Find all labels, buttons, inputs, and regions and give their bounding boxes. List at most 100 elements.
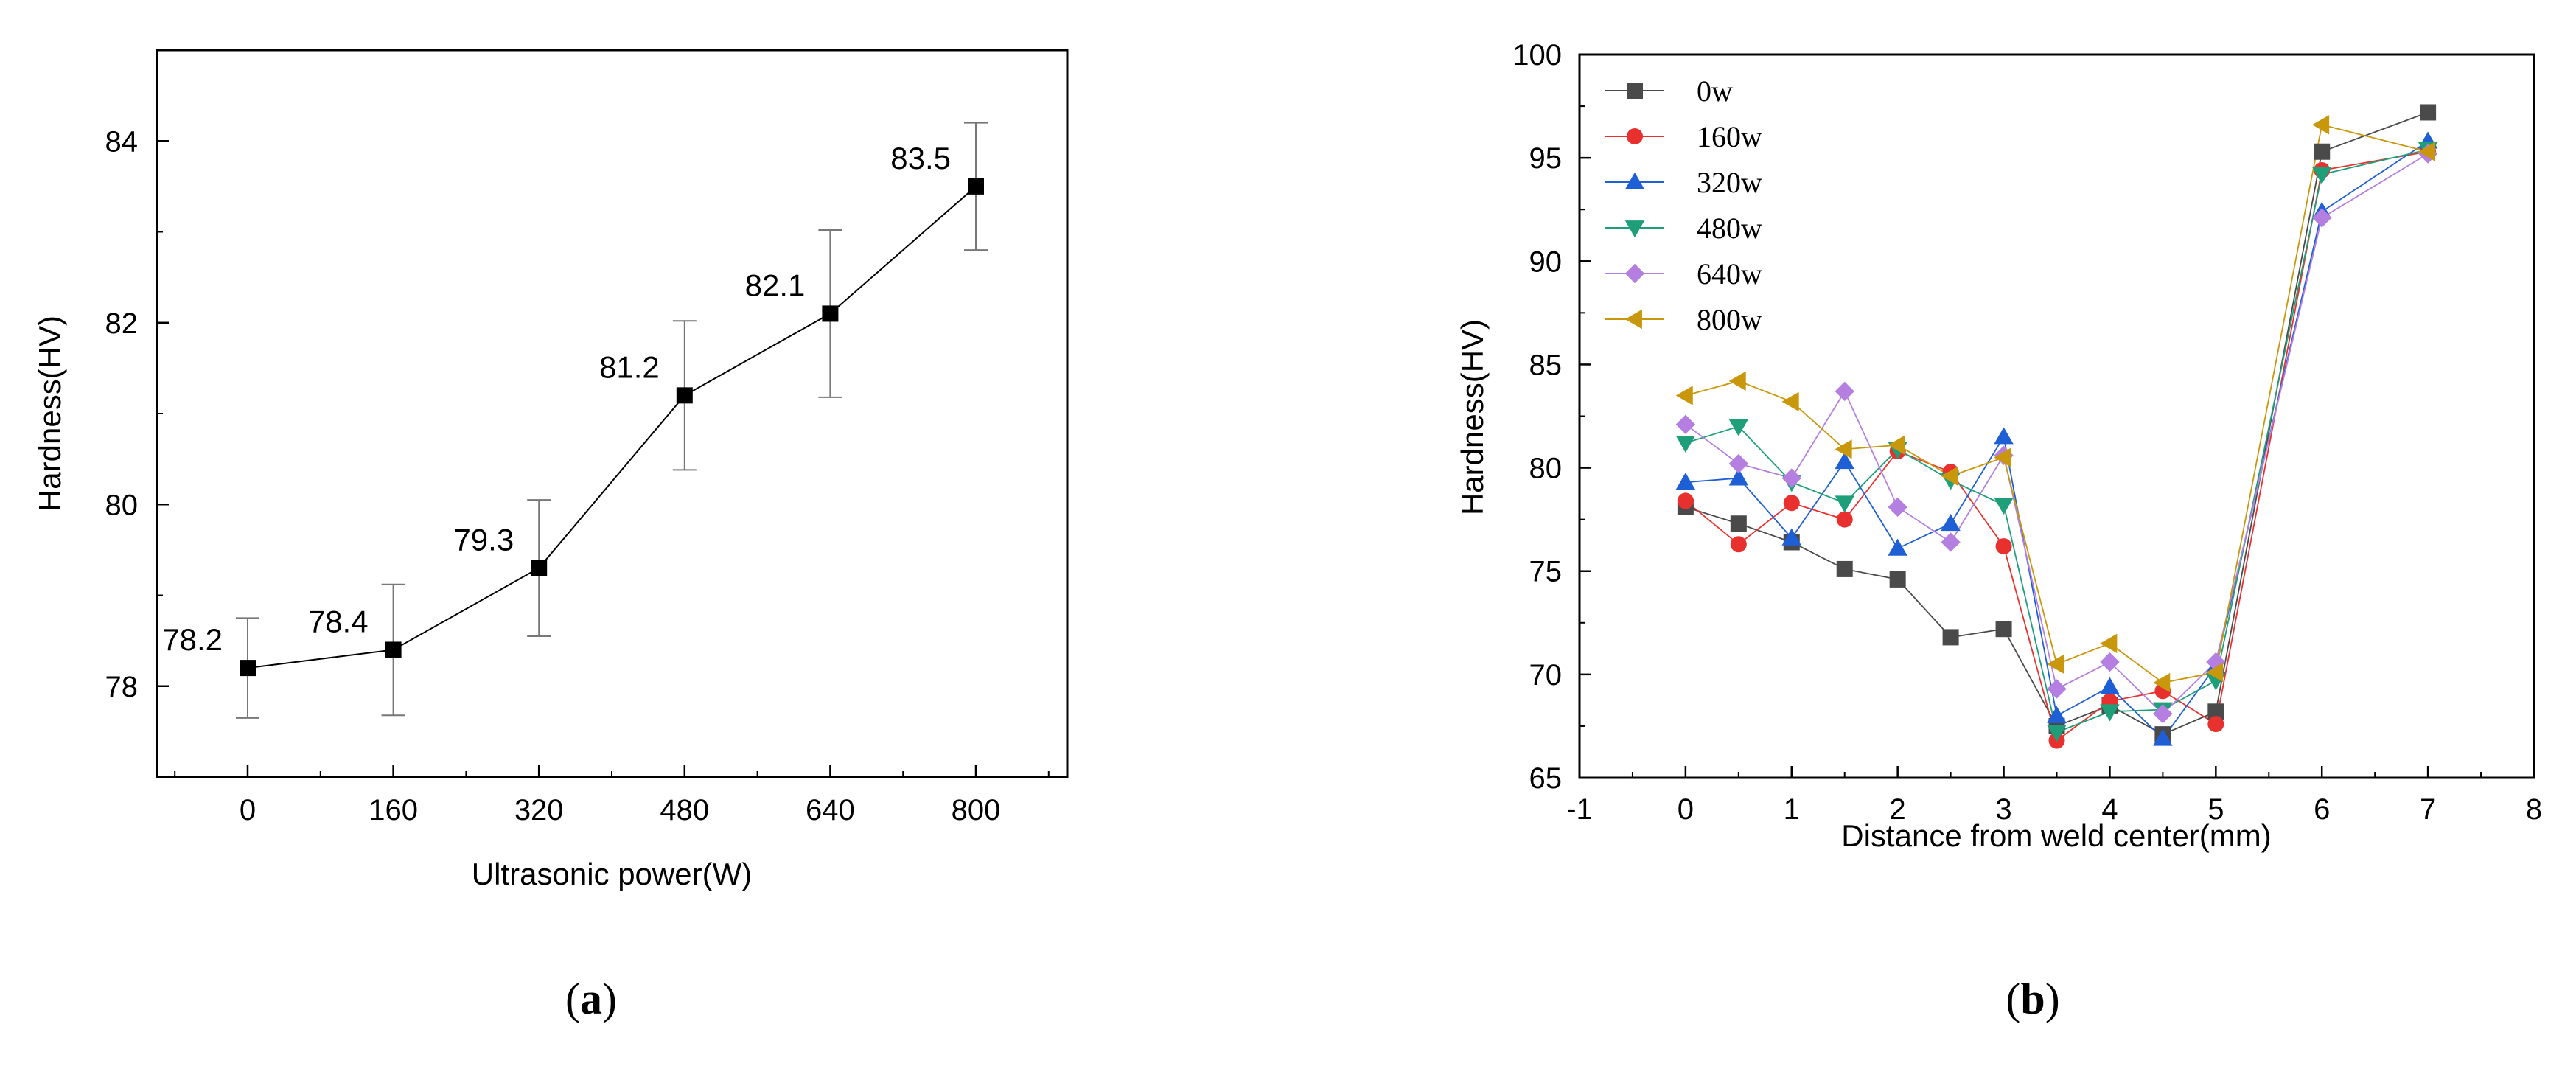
panel-a-markers [240,178,984,677]
panel-b-series-lines [1685,111,2429,742]
panel-a-data-label: 81.2 [599,349,660,384]
panel-a-series-path [247,186,977,669]
legend-marker-800w [1624,309,1642,330]
legend-item-640w: 640w [1605,257,1762,290]
data-point-800w [2312,115,2330,135]
data-point-480w [1835,495,1854,513]
data-point-0w [1995,621,2012,638]
panel-a-y-tick-label: 80 [105,489,139,521]
data-point-160w [1836,511,1853,528]
data-point-640w [1835,381,1854,402]
panel-a-data-point [385,641,402,658]
panel-b-y-tick-label: 80 [1529,453,1563,485]
data-point-800w [2206,662,2224,683]
panel-b-legend: 0w 160w 320w 480w 640w 800w [1605,74,1762,336]
series-line-320w [1685,140,2429,740]
panel-a-y-axis-title: Hardness(HV) [32,316,67,512]
legend-label-640w: 640w [1697,257,1762,290]
panel-a-series-line [247,186,977,669]
panel-b-x-tick-label: -1 [1566,793,1593,826]
data-point-480w [2047,725,2067,742]
panel-a-x-axis-title: Ultrasonic power(W) [472,857,752,891]
data-point-800w [1888,435,1905,455]
panel-a: 0 160 320 480 640 800 78 80 82 84 78.2 78.4 79.3 81… [32,49,1069,1023]
panel-b: -1 0 1 2 3 4 5 6 7 8 65 70 75 80 85 90 95 100 0w 160w 320w… [1455,39,2542,1023]
data-point-0w [1836,560,1853,577]
panel-b-x-tick-label: 4 [2101,793,2118,826]
panel-b-x-tick-label: 1 [1784,793,1800,826]
data-point-480w [2100,704,2120,722]
data-point-320w [2153,728,2173,746]
panel-b-x-ticks: -1 0 1 2 3 4 5 6 7 8 [1566,766,2542,826]
panel-b-x-tick-label: 8 [2526,793,2542,826]
panel-b-y-tick-label: 70 [1529,659,1563,691]
panel-a-x-tick-label: 800 [952,794,1001,826]
data-point-640w [1888,497,1907,518]
panel-a-data-point [531,560,548,576]
data-point-160w [1783,495,1800,512]
data-point-0w [2314,143,2331,160]
panel-b-x-tick-label: 6 [2314,793,2330,826]
data-point-800w [2153,672,2171,693]
data-point-800w [2100,633,2118,654]
data-point-320w [1781,528,1801,546]
data-point-0w [2207,703,2224,720]
panel-a-x-tick-label: 640 [806,794,855,826]
panel-a-x-ticks: 0 160 320 480 640 800 [174,765,1050,826]
panel-a-data-label: 83.5 [890,141,951,175]
panel-a-label: (a) [565,975,617,1023]
data-point-160w [1995,538,2012,555]
panel-a-data-point [240,660,256,677]
data-point-160w [1730,536,1747,553]
data-point-800w [1941,466,1958,486]
data-point-320w [1675,472,1696,490]
panel-b-label: (b) [2006,975,2059,1023]
panel-a-data-label: 79.3 [453,523,514,557]
data-point-640w [1675,414,1696,434]
legend-item-160w: 160w [1605,120,1762,153]
data-point-160w [1677,492,1694,509]
panel-a-x-tick-label: 320 [514,794,564,826]
panel-a-data-labels: 78.2 78.4 79.3 81.2 82.1 83.5 [162,141,951,657]
panel-a-data-point [822,305,839,322]
panel-b-y-tick-label: 75 [1529,556,1563,588]
data-point-480w [1728,419,1749,436]
data-point-320w [1728,468,1749,486]
legend-label-0w: 0w [1697,74,1733,108]
panel-b-y-tick-label: 85 [1529,349,1563,381]
data-point-320w [2047,706,2067,723]
panel-a-y-tick-label: 84 [105,125,139,158]
data-point-640w [2206,652,2226,672]
panel-a-y-tick-label: 82 [105,307,139,340]
data-point-480w [1994,498,2014,515]
legend-label-160w: 160w [1697,120,1762,153]
legend-label-480w: 480w [1697,212,1762,245]
data-point-0w [1730,515,1747,532]
panel-b-x-axis-title: Distance from weld center(mm) [1841,818,2271,853]
panel-b-markers [1675,104,2438,749]
panel-b-x-tick-label: 2 [1890,793,1906,826]
data-point-320w [1888,538,1907,556]
data-point-480w [1675,436,1696,453]
data-point-800w [1994,447,2011,467]
data-point-160w [2207,716,2224,733]
panel-a-data-label: 78.4 [308,604,369,638]
data-point-0w [1889,571,1906,588]
panel-b-y-tick-label: 95 [1529,142,1563,175]
panel-a-x-tick-label: 480 [660,794,709,826]
data-point-800w [1728,371,1746,391]
panel-a-data-point [968,178,984,195]
data-point-800w [1781,391,1799,412]
data-point-640w [1941,532,1961,552]
legend-marker-480w [1624,220,1645,238]
data-point-640w [1728,453,1749,474]
data-point-640w [2312,208,2332,228]
legend-marker-320w [1624,172,1645,189]
legend-item-0w: 0w [1605,74,1733,108]
data-point-320w [1941,514,1961,532]
panel-a-data-label: 82.1 [745,268,806,302]
legend-item-320w: 320w [1605,166,1762,199]
data-point-640w [1781,468,1801,488]
data-point-800w [1835,439,1852,459]
